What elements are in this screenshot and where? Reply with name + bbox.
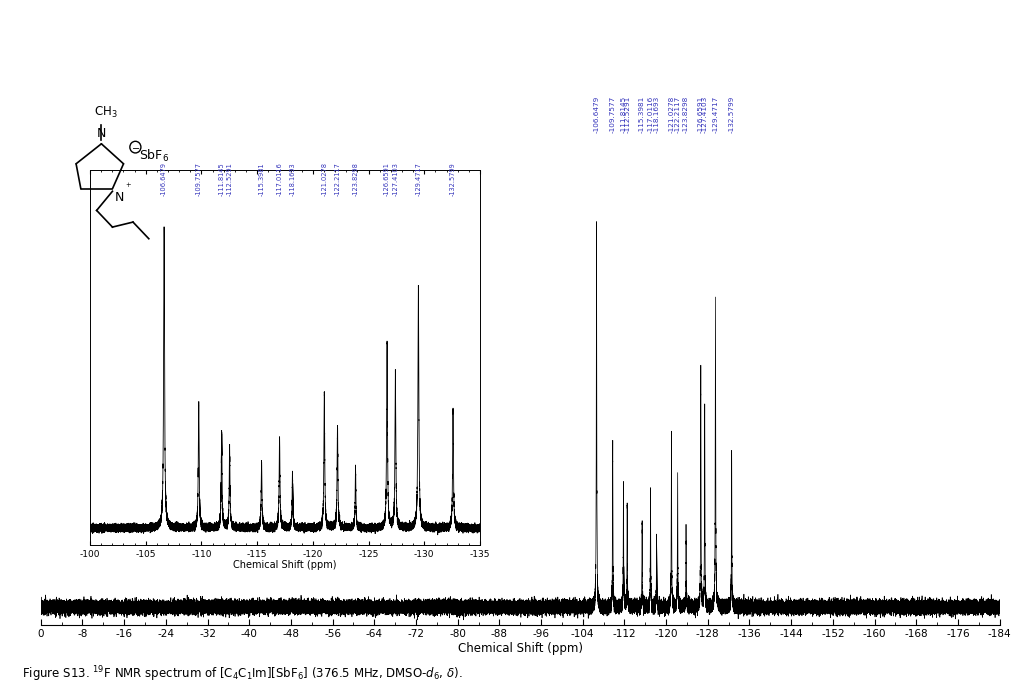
Text: -109.7577: -109.7577 [609, 96, 615, 133]
Text: -129.4717: -129.4717 [711, 96, 717, 133]
Text: -111.8145: -111.8145 [218, 162, 224, 196]
Text: -121.0278: -121.0278 [667, 96, 674, 133]
Text: N: N [97, 126, 106, 139]
Text: -127.4103: -127.4103 [701, 96, 707, 133]
Text: CH$_3$: CH$_3$ [94, 105, 118, 121]
Text: -126.6591: -126.6591 [384, 162, 389, 196]
Text: -132.5799: -132.5799 [728, 96, 734, 133]
Text: -129.4717: -129.4717 [415, 162, 421, 196]
Text: -115.3981: -115.3981 [639, 96, 644, 133]
Text: -109.7577: -109.7577 [196, 162, 202, 196]
Text: $-$: $-$ [130, 142, 140, 152]
Text: -127.4103: -127.4103 [392, 162, 398, 196]
X-axis label: Chemical Shift (ppm): Chemical Shift (ppm) [233, 560, 336, 570]
Text: Figure S13. $^{19}$F NMR spectrum of [C$_4$C$_1$Im][SbF$_6$] (376.5 MHz, DMSO-$d: Figure S13. $^{19}$F NMR spectrum of [C$… [22, 664, 463, 684]
Text: -117.0116: -117.0116 [276, 162, 282, 196]
Text: -112.5291: -112.5291 [226, 162, 232, 196]
Text: -122.2117: -122.2117 [674, 96, 680, 133]
Text: -106.6479: -106.6479 [161, 162, 167, 196]
Text: -117.0116: -117.0116 [647, 96, 653, 133]
Text: -106.6479: -106.6479 [593, 96, 599, 133]
Text: -118.1693: -118.1693 [289, 162, 296, 196]
Text: -112.5291: -112.5291 [624, 96, 630, 133]
Text: -126.6591: -126.6591 [697, 96, 703, 133]
Text: -122.2117: -122.2117 [334, 162, 340, 196]
Text: SbF$_6$: SbF$_6$ [140, 147, 169, 164]
X-axis label: Chemical Shift (ppm): Chemical Shift (ppm) [458, 642, 582, 655]
Text: -121.0278: -121.0278 [321, 162, 327, 196]
Text: -123.8298: -123.8298 [353, 162, 359, 196]
Text: -123.8298: -123.8298 [683, 96, 689, 133]
Text: -132.5799: -132.5799 [449, 162, 455, 196]
Text: -115.3981: -115.3981 [259, 162, 264, 196]
Text: $^+$: $^+$ [124, 182, 132, 192]
Text: -118.1693: -118.1693 [653, 96, 659, 133]
Text: -111.8145: -111.8145 [620, 96, 626, 133]
Text: N: N [115, 192, 124, 204]
